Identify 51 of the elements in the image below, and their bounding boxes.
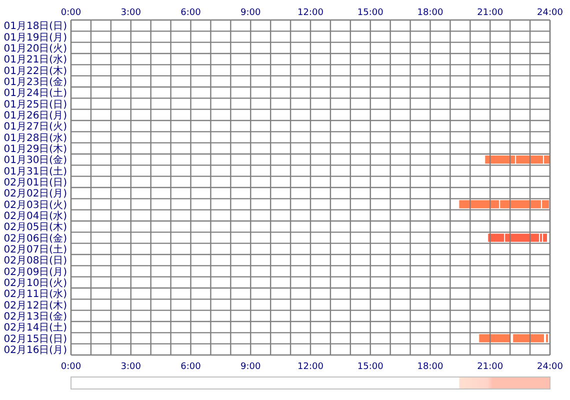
y-tick-label: 02月01日(日) — [4, 177, 68, 188]
y-tick-label: 02月11日(水) — [4, 288, 68, 300]
y-tick-label: 02月13日(金) — [4, 310, 68, 322]
x-tick-label: 21:00 — [477, 8, 504, 18]
y-tick-label: 01月18日(日) — [4, 21, 68, 32]
y-tick-label: 02月12日(木) — [4, 299, 68, 312]
y-tick-label: 01月31日(土) — [4, 165, 68, 178]
y-tick-label: 01月30日(金) — [4, 154, 68, 166]
x-tick-label: 12:00 — [298, 8, 324, 18]
y-tick-label: 01月23日(金) — [4, 76, 68, 88]
y-tick-label: 01月25日(日) — [4, 99, 68, 110]
x-tick-label: 9:00 — [240, 8, 261, 18]
bar — [543, 234, 548, 242]
bar — [479, 334, 510, 342]
y-tick-label: 02月09日(月) — [4, 266, 68, 278]
x2-tick-label: 0:00 — [60, 362, 82, 372]
x-tick-label: 24:00 — [537, 8, 564, 18]
y-tick-label: 02月15日(日) — [4, 334, 68, 345]
y-tick-label: 01月20日(火) — [4, 42, 68, 54]
y-tick-label: 02月04日(水) — [4, 210, 68, 222]
y-tick-label: 01月28日(水) — [4, 132, 68, 144]
y-tick-label: 01月26日(月) — [4, 110, 68, 122]
x-tick-label: 18:00 — [417, 8, 444, 18]
y-tick-label: 02月08日(日) — [4, 256, 68, 267]
x2-tick-label: 6:00 — [180, 362, 202, 372]
x2-tick-label: 18:00 — [417, 362, 444, 372]
x2-tick-label: 21:00 — [477, 362, 504, 372]
y-tick-label: 01月19日(月) — [4, 32, 68, 44]
x-tick-label: 0:00 — [60, 8, 82, 18]
y-tick-label: 02月14日(土) — [4, 322, 68, 334]
y-tick-label: 01月29日(木) — [4, 142, 68, 155]
y-tick-label: 02月07日(土) — [4, 243, 68, 256]
y-tick-label: 01月27日(火) — [4, 120, 68, 133]
y-tick-label: 02月02日(月) — [4, 188, 68, 200]
y-tick-label: 01月21日(水) — [4, 54, 68, 66]
x-tick-label: 3:00 — [120, 8, 142, 18]
y-tick-label: 02月05日(木) — [4, 221, 68, 234]
bar — [513, 334, 544, 342]
x2-tick-label: 15:00 — [357, 362, 384, 372]
y-tick-label: 02月16日(月) — [4, 344, 68, 356]
y-tick-label: 02月06日(金) — [4, 232, 68, 244]
x-tick-label: 15:00 — [357, 8, 384, 18]
x2-tick-label: 12:00 — [298, 362, 324, 372]
x2-tick-label: 9:00 — [240, 362, 261, 372]
y-tick-label: 01月22日(木) — [4, 64, 68, 77]
y-tick-label: 02月10日(火) — [4, 276, 68, 289]
y-tick-label: 02月03日(火) — [4, 198, 68, 211]
x-tick-label: 6:00 — [180, 8, 202, 18]
y-tick-label: 01月24日(土) — [4, 87, 68, 100]
x2-tick-label: 24:00 — [537, 362, 564, 372]
x2-tick-label: 3:00 — [120, 362, 142, 372]
